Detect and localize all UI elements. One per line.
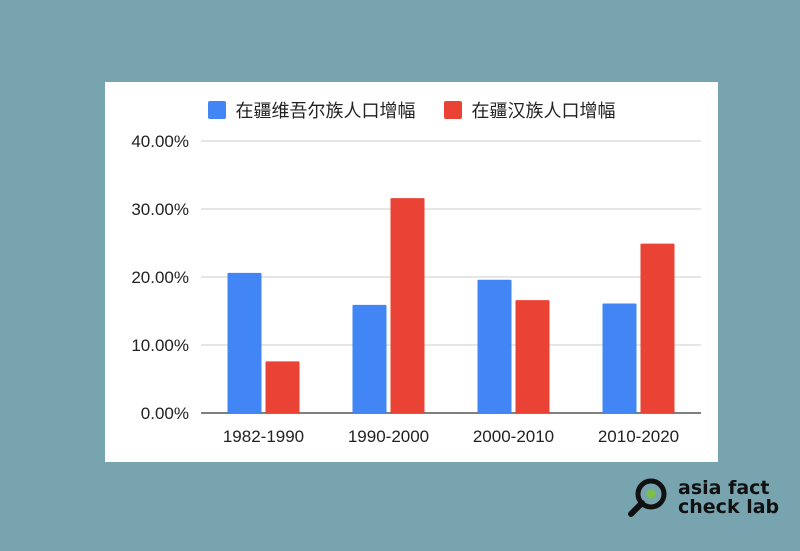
brand-name: asia fact check lab — [678, 479, 779, 517]
y-tick-label: 40.00% — [131, 132, 189, 151]
bar-uyghur — [602, 303, 637, 413]
bar-han — [390, 198, 425, 413]
legend-label-han: 在疆汉族人口增幅 — [471, 101, 616, 122]
legend-label-uyghur: 在疆维吾尔族人口增幅 — [235, 101, 416, 122]
x-tick-label: 1990-2000 — [348, 427, 429, 446]
x-tick-label: 2000-2010 — [473, 427, 554, 446]
bar-han — [515, 300, 550, 413]
magnifier-logo-icon — [626, 476, 670, 520]
bar-han — [265, 361, 300, 413]
bar-uyghur — [227, 272, 262, 413]
brand-logo: asia fact check lab — [626, 476, 779, 520]
chart-legend: 在疆维吾尔族人口增幅 在疆汉族人口增幅 — [105, 97, 718, 123]
legend-swatch-han — [443, 101, 462, 119]
y-tick-label: 20.00% — [131, 268, 189, 287]
x-tick-label: 2010-2020 — [598, 427, 679, 446]
bar-han — [640, 243, 675, 413]
legend-item-han: 在疆汉族人口增幅 — [443, 97, 616, 123]
brand-line-1: asia fact — [678, 477, 770, 499]
legend-swatch-uyghur — [207, 101, 226, 119]
bar-chart: 0.00% 10.00% 20.00% 30.00% 40.00% 1982-1990 19… — [131, 132, 701, 446]
brand-line-2: check lab — [678, 496, 780, 518]
bar-uyghur — [477, 279, 512, 413]
y-tick-label: 30.00% — [131, 200, 189, 219]
y-tick-label: 10.00% — [131, 336, 189, 355]
legend-item-uyghur: 在疆维吾尔族人口增幅 — [207, 97, 416, 123]
chart-card: 0.00% 10.00% 20.00% 30.00% 40.00% 1982-1990 19… — [105, 82, 718, 462]
y-tick-label: 0.00% — [141, 404, 189, 423]
x-tick-label: 1982-1990 — [223, 427, 304, 446]
bar-uyghur — [352, 304, 387, 413]
